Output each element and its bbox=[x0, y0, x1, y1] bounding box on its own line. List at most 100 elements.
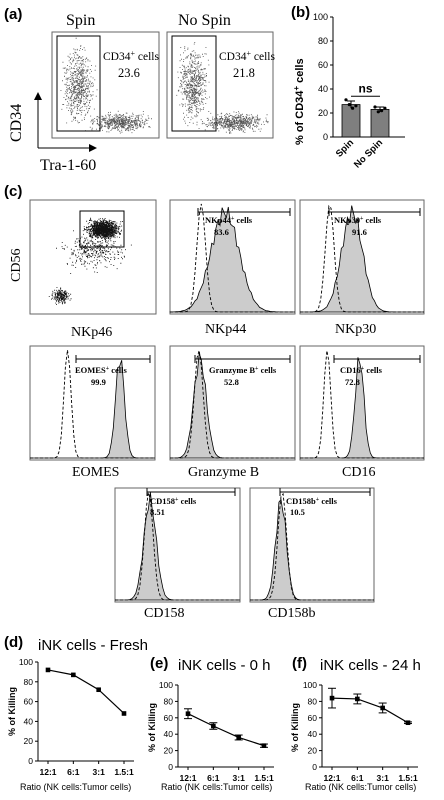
histogram-frame bbox=[169, 199, 296, 315]
chart-b-point bbox=[347, 103, 351, 107]
hist-label-cd16-tail: cells bbox=[364, 365, 382, 375]
histogram-isotype bbox=[30, 349, 155, 459]
chart-d-title: iNK cells - Fresh bbox=[38, 637, 148, 654]
event-dots bbox=[48, 217, 132, 305]
condition-label-no-spin: No Spin bbox=[178, 12, 231, 29]
chart-d-ylabel: % of Killing bbox=[7, 687, 17, 736]
histogram-frame bbox=[299, 199, 425, 315]
chart-b-ylabel-sup: + bbox=[292, 86, 301, 91]
axis-label-cd158b: CD158b bbox=[268, 606, 315, 621]
chart-d-category-label: 6:1 bbox=[67, 767, 80, 777]
hist-label-nkp30-sup: + bbox=[360, 216, 364, 222]
chart-b-point bbox=[383, 106, 387, 110]
hist-value-eomes: 99.9 bbox=[91, 377, 106, 387]
histogram-stained bbox=[169, 206, 295, 313]
histogram-stained bbox=[250, 498, 374, 601]
hist-label-eomes-tail: cells bbox=[109, 365, 127, 375]
hist-label-cd158b-tail: cells bbox=[319, 496, 337, 506]
hist-label-cd16: CD16+ cells bbox=[340, 365, 383, 375]
chart-e-point bbox=[236, 735, 241, 740]
hist-value-cd16: 72.8 bbox=[345, 377, 360, 387]
chart-e-point bbox=[261, 743, 267, 748]
chart-e: 0 20 40 60 80 100 12:1 6:1 3:1 1.5:1 bbox=[159, 680, 274, 783]
chart-f-series-line bbox=[331, 697, 409, 724]
chart-d-ytick-label: 60 bbox=[24, 697, 34, 707]
chart-d-ytick-label: 40 bbox=[24, 716, 34, 726]
chart-b-annotation: ns bbox=[358, 82, 372, 96]
chart-e-ytick-label: 80 bbox=[164, 696, 174, 706]
chart-e-category-label: 12:1 bbox=[179, 773, 196, 783]
panel-label-c: (c) bbox=[4, 183, 22, 200]
axis-label-nkp44: NKp44 bbox=[205, 322, 246, 337]
chart-b-point bbox=[376, 110, 380, 114]
chart-b-ytick-label: 80 bbox=[318, 36, 328, 46]
chart-e-title: iNK cells - 0 h bbox=[178, 657, 271, 674]
histogram-frame bbox=[169, 345, 296, 461]
hist-label-cd158b-sup: + bbox=[316, 497, 320, 503]
hist-label-nkp44-main: NKp44 bbox=[205, 215, 232, 225]
gate-spin bbox=[56, 35, 101, 132]
dotplot-no-spin: CD34+ cells 21.8 bbox=[166, 31, 275, 139]
chart-f-ytick-label: 80 bbox=[308, 696, 318, 706]
histograms bbox=[29, 199, 425, 603]
condition-label-spin: Spin bbox=[66, 12, 95, 29]
hist-label-cd158b: CD158b+ cells bbox=[286, 496, 338, 506]
axis-label-tra-1-60: Tra-1-60 bbox=[40, 157, 96, 174]
chart-b-bar bbox=[341, 104, 361, 138]
chart-b-category-label: No Spin bbox=[352, 137, 385, 170]
histogram-isotype bbox=[250, 492, 374, 601]
axis-label-nkp30: NKp30 bbox=[335, 322, 376, 337]
panel-label-d: (d) bbox=[4, 634, 23, 651]
chart-f-ylabel: % of Killing bbox=[290, 703, 300, 752]
gate-label-spin-main: CD34 bbox=[103, 51, 131, 63]
chart-d-category-label: 12:1 bbox=[39, 767, 56, 777]
chart-d-ytick-label: 20 bbox=[24, 736, 34, 746]
hist-label-granzyme-main: Granzyme B bbox=[209, 365, 255, 375]
hist-label-cd16-sup: + bbox=[361, 366, 365, 372]
histogram-stained bbox=[115, 492, 240, 601]
chart-b-category-label: Spin bbox=[334, 137, 356, 159]
chart-e-xlabel: Ratio (NK cells:Tumor cells) bbox=[161, 782, 272, 792]
chart-f-category-label: 3:1 bbox=[377, 773, 390, 783]
chart-b-bar bbox=[370, 109, 390, 138]
chart-e-ytick-label: 40 bbox=[164, 729, 174, 739]
gate-label-spin: CD34+ cells bbox=[103, 49, 159, 64]
dotplot-spin-events bbox=[60, 37, 152, 134]
chart-d-point bbox=[71, 672, 76, 678]
axis-label-cd34: CD34 bbox=[8, 104, 25, 142]
histogram-isotype bbox=[300, 350, 424, 459]
chart-f-point bbox=[355, 696, 360, 702]
hist-label-nkp30-main: NKp30 bbox=[334, 215, 360, 225]
gate-cd56 bbox=[79, 210, 125, 248]
dotplot-cd56-events bbox=[48, 217, 132, 305]
hist-label-granzyme-tail: cells bbox=[258, 365, 276, 375]
histogram-nkp44 bbox=[169, 199, 296, 315]
dotplot-spin: CD34+ cells 23.6 bbox=[51, 31, 160, 139]
hist-label-granzyme-sup: + bbox=[255, 366, 259, 372]
hist-value-nkp44: 83.6 bbox=[214, 227, 229, 237]
chart-b-ytick-label: 20 bbox=[318, 108, 328, 118]
chart-d-point bbox=[96, 687, 101, 693]
hist-label-cd16-main: CD16 bbox=[340, 365, 361, 375]
panel-label-a: (a) bbox=[4, 6, 22, 23]
chart-f-title: iNK cells - 24 h bbox=[320, 657, 421, 674]
gate-label-spin-tail: cells bbox=[135, 51, 159, 63]
chart-d-ytick-label: 0 bbox=[28, 756, 33, 766]
chart-f-ytick-label: 60 bbox=[308, 713, 318, 723]
histogram-stained bbox=[300, 357, 424, 459]
chart-b-ytick-label: 0 bbox=[323, 132, 328, 142]
chart-b-ylabel: % of CD34+ cells bbox=[292, 58, 307, 145]
gate-value-spin: 23.6 bbox=[118, 66, 140, 80]
gate-label-no-spin-main: CD34 bbox=[219, 51, 247, 63]
histogram-isotype bbox=[170, 350, 295, 459]
chart-d-category-label: 1.5:1 bbox=[114, 767, 134, 777]
hist-label-cd158-sup: + bbox=[175, 497, 179, 503]
chart-b-ytick-label: 100 bbox=[313, 12, 328, 22]
histogram-isotype bbox=[115, 492, 240, 601]
chart-b-point bbox=[380, 109, 384, 113]
axis-label-eomes: EOMES bbox=[72, 465, 119, 480]
hist-label-nkp30: NKp30+ cells bbox=[334, 215, 382, 225]
histogram-nkp30 bbox=[299, 199, 425, 315]
hist-label-cd158b-main: CD158b bbox=[286, 496, 316, 506]
